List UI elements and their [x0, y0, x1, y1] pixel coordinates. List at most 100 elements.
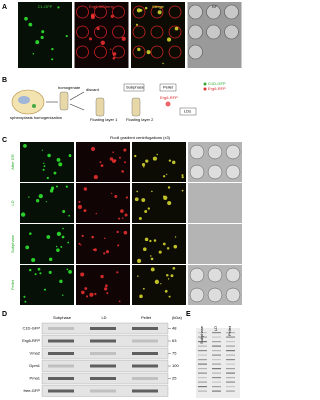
spot: [56, 231, 62, 237]
spot: [49, 189, 54, 193]
spot: [67, 241, 70, 244]
spot: [50, 186, 55, 190]
spot: [150, 255, 152, 257]
spot: [56, 157, 61, 162]
spot: [68, 154, 72, 158]
gel-band: [226, 363, 235, 365]
gel-band: [226, 386, 235, 388]
legend-entry: C1D-GFP: [208, 81, 226, 86]
gel-band: [212, 354, 221, 356]
band: [48, 339, 74, 343]
spot: [100, 40, 105, 45]
protein-label: free-GFP: [24, 388, 41, 393]
spot: [141, 198, 146, 202]
panel-letter: A: [2, 4, 7, 11]
panel-letter: D: [2, 311, 7, 318]
spot: [118, 300, 121, 303]
spot: [137, 275, 139, 277]
spot: [28, 22, 33, 27]
band: [48, 352, 74, 355]
cell: [189, 287, 205, 303]
spot: [168, 159, 172, 162]
label: LDs: [184, 109, 191, 114]
cell: [225, 144, 241, 160]
cell: [225, 267, 241, 283]
spot: [28, 268, 32, 272]
spot: [55, 245, 58, 248]
spot: [78, 200, 81, 203]
spot: [92, 248, 95, 251]
micrograph: [74, 2, 129, 68]
spot: [116, 230, 119, 234]
micrograph: [20, 224, 74, 264]
spot: [144, 237, 149, 242]
band: [132, 327, 158, 330]
spot: [88, 37, 93, 41]
spot: [77, 204, 82, 209]
label: Pellet: [163, 85, 174, 90]
gel-band: [226, 345, 235, 347]
cell: [225, 164, 241, 180]
label: Floating layer 2: [126, 117, 154, 122]
spot: [121, 36, 126, 41]
cell: [112, 5, 125, 19]
spot: [174, 26, 179, 31]
label: Floating layer 1: [90, 117, 118, 122]
spot: [163, 195, 165, 197]
cell: [188, 4, 203, 20]
spot: [181, 189, 184, 192]
protein-label: Erg6-RFP: [22, 338, 40, 343]
gel-band: [226, 332, 235, 334]
spot: [110, 192, 113, 195]
band: [48, 377, 74, 380]
band: [48, 327, 74, 330]
row-label: Subphase: [10, 234, 15, 253]
spot: [135, 23, 139, 26]
box: [123, 83, 145, 92]
spot: [90, 15, 95, 20]
spot: [145, 159, 149, 163]
band: [90, 339, 116, 343]
spot: [41, 149, 44, 151]
schematic: spheroplasts homogenization homogenate d…: [10, 81, 226, 122]
spot: [151, 190, 153, 193]
spot: [24, 300, 27, 303]
marker-label: 25: [172, 376, 177, 381]
protein-label: Pma1: [30, 376, 41, 381]
gel-band: [226, 341, 235, 343]
lane-label: Subphase: [53, 315, 72, 320]
spot: [40, 35, 44, 40]
spot: [62, 210, 66, 214]
spot: [150, 267, 155, 272]
spot: [168, 295, 171, 298]
spot: [65, 185, 68, 188]
spot: [138, 216, 142, 220]
band: [90, 389, 116, 393]
spot: [142, 247, 147, 252]
gel-band: [212, 359, 221, 361]
micrograph: [132, 142, 186, 182]
tube: [95, 97, 105, 117]
gel-band: [198, 336, 207, 338]
spot: [170, 274, 174, 278]
lane-label: Pellet: [227, 325, 232, 336]
cell: [188, 24, 203, 40]
spot: [100, 274, 104, 279]
spot: [80, 244, 82, 246]
band: [90, 377, 116, 380]
label: discard: [86, 87, 99, 92]
spot: [143, 165, 145, 168]
protein-label: Vma2: [30, 351, 41, 356]
spot: [48, 257, 53, 262]
spot: [46, 176, 49, 180]
marker-label: 75: [172, 351, 177, 356]
spot: [68, 269, 72, 274]
spot: [134, 197, 139, 202]
spot: [110, 14, 114, 18]
spot: [38, 194, 43, 199]
spot: [93, 248, 97, 252]
spot: [123, 230, 128, 235]
spot: [134, 154, 137, 158]
spot: [136, 8, 141, 13]
micrograph: [132, 224, 186, 264]
